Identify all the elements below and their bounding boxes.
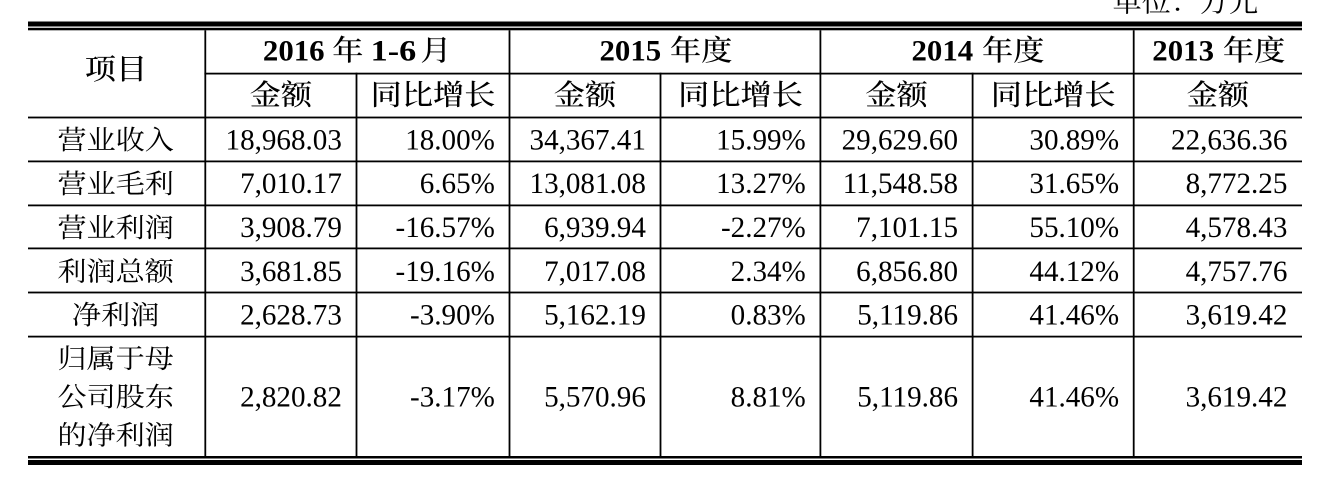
svg-text:-16.57%: -16.57% (396, 212, 495, 244)
svg-text:3,908.79: 3,908.79 (240, 212, 342, 244)
svg-text:2016: 2016 (263, 34, 325, 67)
svg-text:2015: 2015 (600, 34, 662, 67)
svg-text:3,619.42: 3,619.42 (1186, 299, 1288, 331)
svg-text:7,101.15: 7,101.15 (856, 212, 958, 244)
svg-text:31.65%: 31.65% (1029, 168, 1119, 200)
svg-text:22,636.36: 22,636.36 (1171, 124, 1287, 156)
svg-text:18,968.03: 18,968.03 (226, 124, 342, 156)
svg-text:15.99%: 15.99% (716, 124, 806, 156)
svg-text:6.65%: 6.65% (420, 168, 495, 200)
svg-text:11,548.58: 11,548.58 (843, 168, 958, 200)
svg-text:41.46%: 41.46% (1029, 381, 1119, 413)
svg-text:-19.16%: -19.16% (396, 256, 495, 288)
svg-text:1-6: 1-6 (371, 34, 417, 67)
svg-text:5,119.86: 5,119.86 (857, 381, 958, 413)
svg-text:2014: 2014 (912, 34, 974, 67)
svg-text:0.83%: 0.83% (731, 299, 806, 331)
svg-text:7,017.08: 7,017.08 (544, 256, 646, 288)
svg-text:6,856.80: 6,856.80 (856, 256, 958, 288)
svg-text:8,772.25: 8,772.25 (1186, 168, 1288, 200)
svg-text:30.89%: 30.89% (1029, 124, 1119, 156)
svg-text:13,081.08: 13,081.08 (530, 168, 646, 200)
svg-text:2013: 2013 (1152, 34, 1214, 67)
svg-text:5,119.86: 5,119.86 (857, 299, 958, 331)
svg-text:4,578.43: 4,578.43 (1186, 212, 1288, 244)
svg-text:-2.27%: -2.27% (721, 212, 806, 244)
svg-text:29,629.60: 29,629.60 (842, 124, 958, 156)
svg-text:13.27%: 13.27% (716, 168, 806, 200)
svg-text:5,162.19: 5,162.19 (544, 299, 646, 331)
svg-text:3,681.85: 3,681.85 (240, 256, 342, 288)
svg-text:55.10%: 55.10% (1029, 212, 1119, 244)
svg-text:4,757.76: 4,757.76 (1186, 256, 1288, 288)
svg-text:-3.17%: -3.17% (410, 381, 495, 413)
svg-text:5,570.96: 5,570.96 (544, 381, 646, 413)
svg-text:2,820.82: 2,820.82 (240, 381, 342, 413)
svg-text:2.34%: 2.34% (731, 256, 806, 288)
svg-text:34,367.41: 34,367.41 (530, 124, 646, 156)
svg-text:3,619.42: 3,619.42 (1186, 381, 1288, 413)
svg-text:18.00%: 18.00% (405, 124, 495, 156)
svg-text:6,939.94: 6,939.94 (544, 212, 646, 244)
svg-text:7,010.17: 7,010.17 (240, 168, 342, 200)
svg-text:2,628.73: 2,628.73 (240, 299, 342, 331)
svg-text:8.81%: 8.81% (731, 381, 806, 413)
svg-text:41.46%: 41.46% (1029, 299, 1119, 331)
svg-text:44.12%: 44.12% (1029, 256, 1119, 288)
svg-text:-3.90%: -3.90% (410, 299, 495, 331)
